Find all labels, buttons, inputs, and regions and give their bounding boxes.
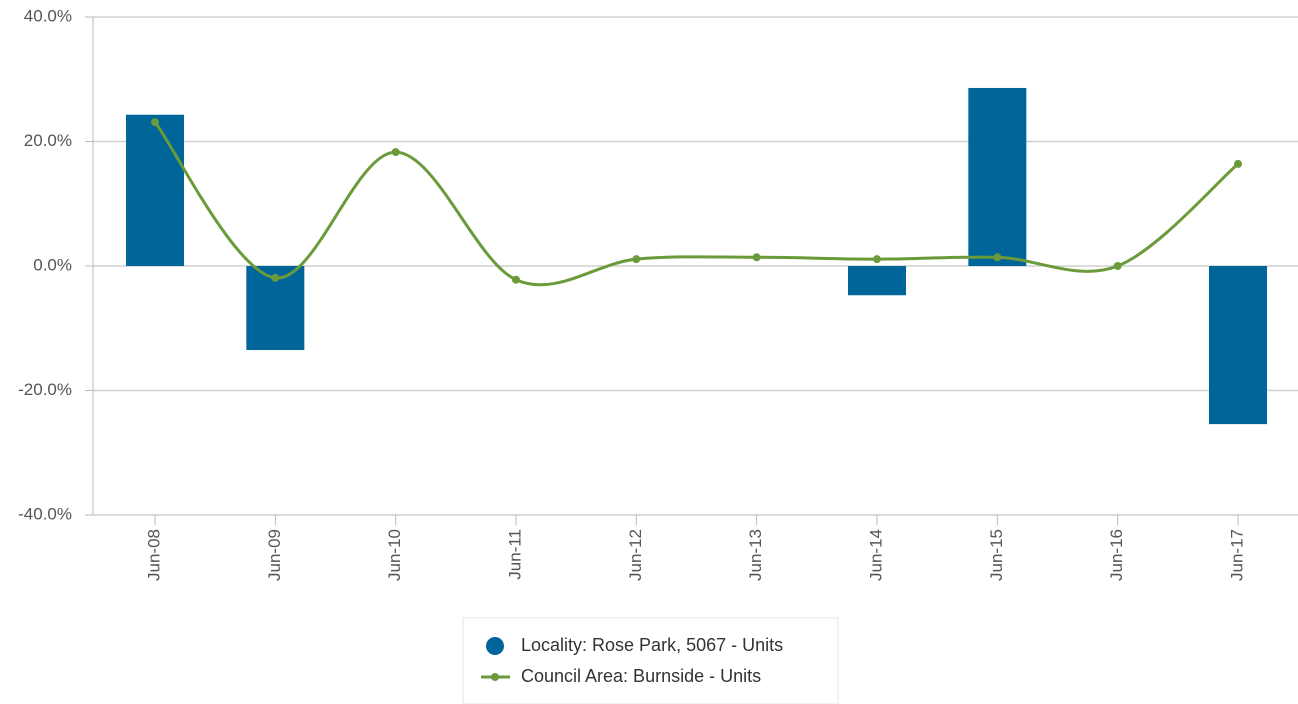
line-point	[271, 273, 280, 282]
line-point	[632, 255, 641, 264]
x-tick-label: Jun-09	[265, 529, 284, 581]
x-tick-label: Jun-10	[385, 529, 404, 581]
bar	[126, 114, 184, 266]
legend-box	[462, 617, 839, 704]
y-tick-label: 20.0%	[24, 131, 72, 150]
line-point	[752, 253, 761, 262]
legend-marker	[486, 637, 504, 655]
line-point	[512, 275, 520, 284]
line-point	[1234, 159, 1242, 168]
x-tick-label: Jun-14	[866, 529, 885, 581]
x-tick-label: Jun-08	[144, 529, 163, 581]
line-point	[391, 148, 400, 157]
legend-label: Council Area: Burnside - Units	[521, 666, 761, 686]
y-tick-label: -20.0%	[18, 380, 72, 399]
y-tick-label: 40.0%	[24, 6, 72, 25]
line-point	[873, 255, 881, 264]
x-tick-label: Jun-11	[505, 529, 524, 580]
line	[153, 121, 1239, 287]
bar	[968, 87, 1027, 266]
x-tick-label: Jun-13	[746, 529, 765, 581]
legend: Locality: Rose Park, 5067 - Units Council…	[462, 617, 839, 704]
line-point	[151, 118, 159, 127]
x-tick-label: Jun-15	[987, 529, 1006, 581]
y-tick-label: -40.0%	[18, 504, 72, 523]
legend-label: Locality: Rose Park, 5067 - Units	[521, 635, 783, 655]
x-tick-label: Jun-17	[1227, 529, 1246, 581]
line-point	[993, 253, 1002, 262]
line-point	[1113, 262, 1122, 270]
legend-marker	[491, 673, 499, 681]
x-tick-label: Jun-12	[626, 529, 645, 581]
bar	[1209, 266, 1267, 425]
y-tick-label: 0.0%	[33, 255, 72, 274]
x-tick-label: Jun-16	[1107, 529, 1126, 581]
bar	[848, 266, 906, 296]
